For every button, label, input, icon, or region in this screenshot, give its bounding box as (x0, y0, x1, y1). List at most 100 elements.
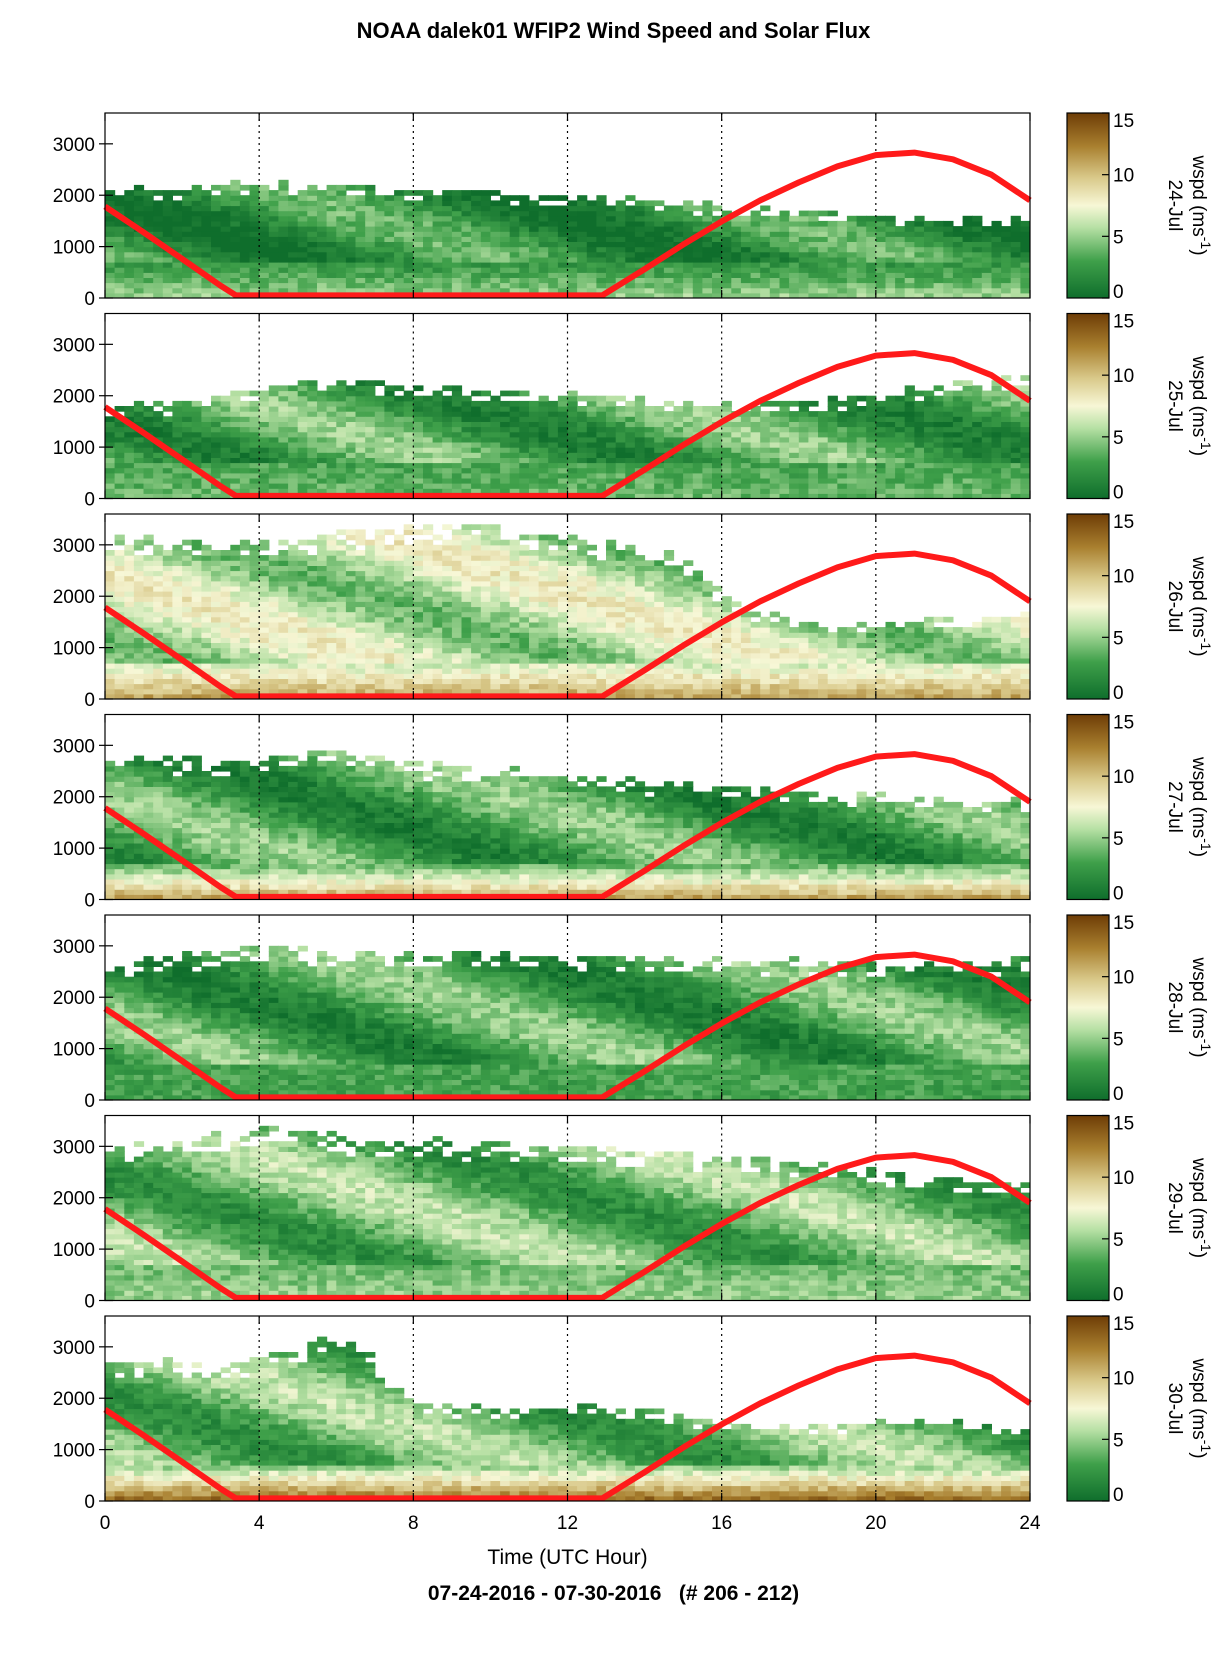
heatmap-cell (972, 477, 983, 484)
heatmap-cell (326, 200, 337, 207)
heatmap-cell (365, 380, 376, 386)
heatmap-cell (423, 688, 434, 695)
heatmap-cell (702, 462, 713, 469)
heatmap-cell (634, 462, 646, 469)
heatmap-cell (423, 657, 434, 664)
heatmap-cell (885, 411, 896, 417)
heatmap-cell (162, 292, 173, 298)
heatmap-cell (403, 544, 414, 551)
heatmap-cell (634, 395, 646, 402)
heatmap-cell (403, 555, 414, 561)
heatmap-cell (297, 200, 308, 207)
heatmap-cell (1020, 220, 1030, 227)
heatmap-cell (866, 488, 877, 494)
heatmap-cell (721, 246, 732, 253)
heatmap-cell (423, 632, 434, 638)
heatmap-cell (952, 477, 964, 484)
heatmap-cell (259, 184, 270, 191)
heatmap-cell (846, 472, 858, 479)
heatmap-cell (114, 292, 125, 298)
heatmap-cell (480, 467, 491, 474)
heatmap-cell (143, 477, 154, 484)
heatmap-cell (365, 205, 376, 212)
heatmap-cell (779, 220, 790, 227)
heatmap-cell (914, 442, 925, 448)
heatmap-cell (278, 457, 289, 464)
heatmap-cell (567, 477, 578, 484)
heatmap-cell (634, 421, 646, 428)
heatmap-cell (615, 442, 626, 448)
heatmap-cell (952, 447, 964, 453)
heatmap-cell (105, 267, 116, 273)
heatmap-cell (220, 267, 231, 273)
heatmap-cell (1001, 246, 1012, 253)
heatmap-cell (345, 220, 357, 227)
heatmap-cell (712, 287, 723, 294)
heatmap-cell (317, 550, 328, 556)
heatmap-cell (760, 251, 771, 258)
heatmap-cell (548, 472, 559, 479)
heatmap-cell (885, 436, 896, 443)
heatmap-cell (133, 601, 145, 608)
heatmap-cell (760, 483, 771, 489)
heatmap-cell (317, 575, 328, 582)
heatmap-cell (962, 477, 973, 484)
heatmap-cell (114, 585, 125, 592)
heatmap-cell (461, 205, 472, 212)
heatmap-cell (201, 447, 212, 453)
heatmap-cell (779, 262, 790, 268)
heatmap-cell (1020, 411, 1030, 417)
heatmap-cell (451, 616, 463, 623)
heatmap-cell (336, 282, 347, 289)
heatmap-cell (220, 251, 231, 258)
heatmap-cell (403, 488, 414, 494)
heatmap-cell (423, 436, 434, 443)
heatmap-cell (577, 416, 588, 422)
heatmap-cell (278, 179, 289, 186)
heatmap-cell (365, 231, 376, 237)
heatmap-cell (365, 400, 376, 407)
heatmap-cell (345, 565, 357, 572)
heatmap-cell (692, 406, 703, 412)
heatmap-cell (567, 251, 578, 258)
heatmap-cell (384, 647, 395, 654)
heatmap-cell (702, 282, 713, 289)
heatmap-cell (538, 256, 549, 263)
heatmap-cell (808, 467, 819, 474)
heatmap-cell (114, 575, 125, 582)
heatmap-cell (326, 390, 337, 397)
heatmap-cell (249, 550, 260, 556)
heatmap-cell (114, 462, 125, 469)
heatmap-cell (268, 421, 279, 428)
heatmap-cell (943, 277, 954, 284)
heatmap-cell (114, 457, 125, 464)
heatmap-cell (606, 395, 617, 402)
heatmap-cell (162, 421, 173, 428)
heatmap-cell (596, 457, 607, 464)
heatmap-cell (249, 436, 260, 443)
heatmap-cell (461, 652, 472, 659)
heatmap-cell (423, 601, 434, 608)
heatmap-cell (182, 570, 193, 577)
heatmap-cell (191, 678, 202, 685)
heatmap-cell (943, 282, 954, 289)
heatmap-cell (220, 467, 231, 474)
heatmap-cell (365, 215, 376, 222)
heatmap-cell (133, 251, 145, 258)
heatmap-cell (211, 611, 222, 618)
heatmap-cell (924, 292, 935, 298)
heatmap-cell (721, 447, 732, 453)
heatmap-cell (991, 282, 1002, 289)
heatmap-cell (625, 426, 636, 433)
heatmap-cell (191, 241, 202, 248)
heatmap-cell (490, 457, 501, 464)
heatmap-cell (509, 477, 520, 484)
heatmap-cell (895, 236, 906, 242)
heatmap-cell (403, 457, 414, 464)
heatmap-cell (500, 411, 511, 417)
heatmap-cell (230, 596, 241, 602)
heatmap-cell (259, 555, 270, 561)
heatmap-cell (442, 524, 453, 530)
heatmap-cell (557, 287, 569, 294)
heatmap-cell (1001, 467, 1012, 474)
